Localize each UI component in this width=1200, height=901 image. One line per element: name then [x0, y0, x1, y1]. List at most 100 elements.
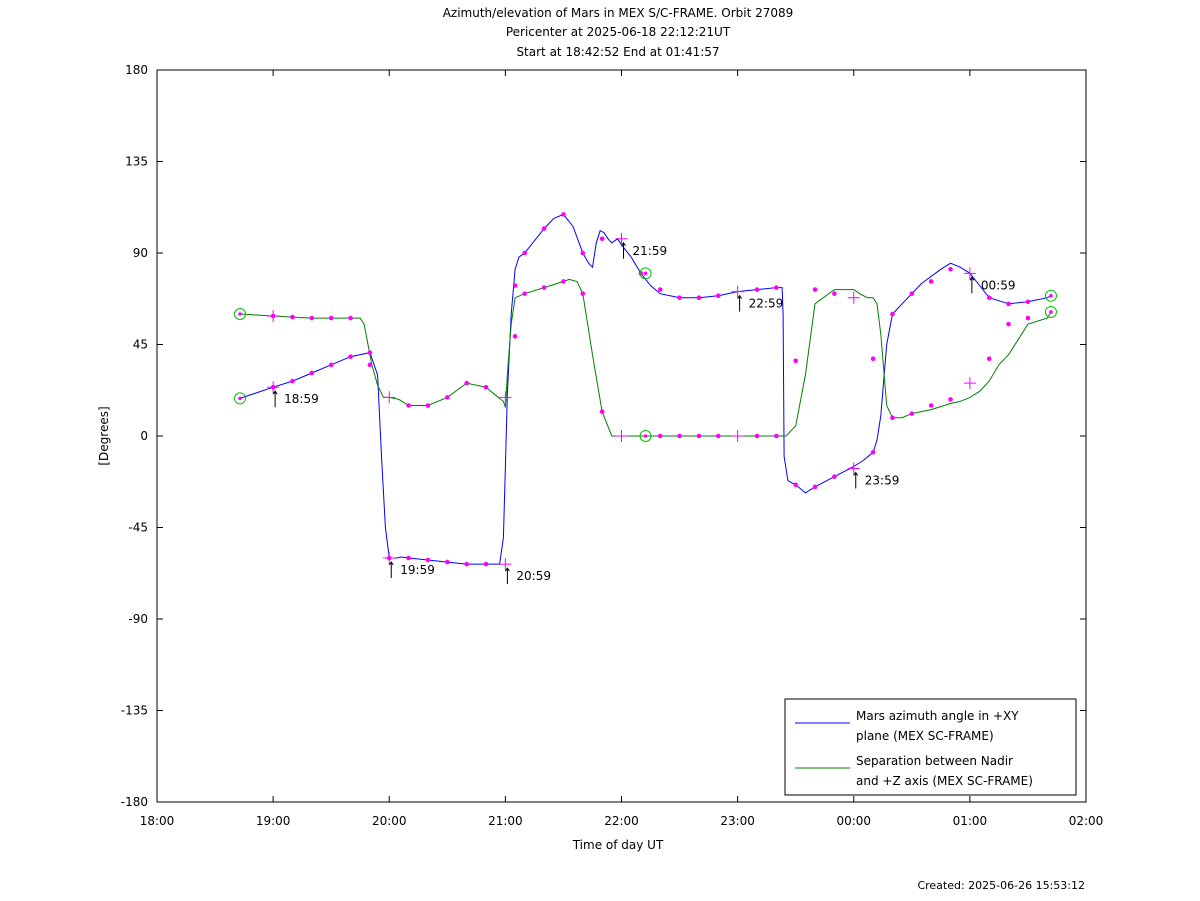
time-annotation-arrow-4	[737, 294, 743, 312]
plot-frame	[156, 69, 1087, 803]
hour-plus-marker-11	[731, 430, 744, 442]
chart-title: Azimuth/elevation of Mars in MEX S/C-FRA…	[443, 6, 794, 20]
x-tick-label-7: 01:00	[953, 814, 988, 828]
hour-dot-marker-8	[425, 557, 431, 563]
endpoint-center-dot-5	[1049, 310, 1053, 314]
hour-dot-marker-60	[812, 287, 818, 292]
hour-dot-marker-55	[696, 433, 702, 439]
hour-dot-marker-5	[367, 350, 373, 355]
hour-dot-marker-66	[948, 397, 953, 402]
hour-dot-marker-47	[512, 334, 518, 339]
hour-dot-marker-59	[793, 358, 798, 364]
hour-dot-marker-29	[890, 311, 895, 317]
hour-plus-marker-5	[847, 462, 860, 475]
hour-dot-marker-40	[348, 315, 353, 321]
y-tick-label-7: -135	[121, 704, 148, 718]
x-tick-label-0: 18:00	[140, 814, 175, 828]
x-tick-label-6: 00:00	[836, 814, 871, 828]
hour-dot-marker-11	[483, 561, 489, 567]
hour-dot-marker-3	[328, 362, 334, 368]
hour-dot-marker-12	[512, 283, 518, 288]
hour-dot-marker-17	[599, 236, 605, 242]
time-annotation-arrow-2	[504, 567, 510, 585]
time-annotation-6: 00:59	[981, 278, 1016, 292]
series-line-1	[239, 278, 1052, 437]
time-annotation-arrow-0	[272, 390, 278, 408]
endpoint-center-dot-3	[643, 434, 648, 438]
hour-dot-marker-42	[406, 403, 411, 408]
y-tick-label-5: -45	[128, 521, 148, 535]
hour-dot-marker-24	[774, 285, 779, 290]
endpoint-circle-marker-0	[234, 392, 247, 405]
time-annotation-arrow-3	[621, 241, 626, 259]
hour-dot-marker-65	[928, 403, 934, 408]
hour-plus-marker-8	[383, 391, 396, 404]
hour-dot-marker-31	[928, 279, 934, 284]
time-annotation-0: 18:59	[284, 392, 319, 406]
legend-box	[784, 698, 1077, 796]
hour-plus-marker-6	[963, 267, 976, 280]
hour-dot-marker-62	[870, 356, 876, 362]
hour-plus-marker-2	[499, 558, 512, 571]
endpoint-circle-marker-5	[1044, 305, 1057, 318]
hour-dot-marker-10	[464, 561, 469, 567]
hour-dot-marker-44	[445, 395, 450, 400]
hour-dot-marker-27	[832, 474, 837, 479]
created-timestamp: Created: 2025-06-26 15:53:12	[917, 879, 1085, 892]
hour-dot-marker-45	[464, 380, 469, 386]
hour-dot-marker-64	[909, 411, 915, 416]
hour-plus-marker-7	[267, 310, 280, 323]
hour-plus-marker-3	[615, 232, 628, 245]
hour-dot-marker-67	[986, 356, 992, 362]
hour-dot-marker-9	[445, 559, 450, 565]
hour-dot-marker-52	[599, 409, 605, 414]
series-line-0	[239, 213, 1052, 565]
legend-label-azimuth-line2: plane (MEX SC-FRAME)	[856, 729, 994, 743]
endpoint-circle-marker-4	[1044, 289, 1057, 302]
x-tick-label-8: 02:00	[1069, 814, 1104, 828]
hour-dot-marker-13	[522, 250, 528, 256]
endpoint-circle-marker-1	[234, 308, 247, 320]
hour-plus-marker-4	[731, 285, 744, 298]
legend-label-azimuth-line1: Mars azimuth angle in +XY	[856, 709, 1019, 723]
hour-dot-marker-18	[638, 271, 644, 276]
hour-dot-marker-50	[561, 279, 566, 284]
hour-dot-marker-21	[696, 295, 702, 301]
hour-dot-marker-53	[657, 433, 663, 439]
time-annotation-2: 20:59	[516, 569, 551, 583]
endpoint-circle-marker-2	[639, 267, 652, 280]
hour-dot-marker-54	[677, 433, 682, 439]
y-tick-label-2: 90	[133, 246, 148, 260]
hour-dot-marker-26	[812, 484, 818, 490]
x-axis-label: Time of day UT	[572, 838, 664, 852]
hour-dot-marker-4	[348, 354, 353, 360]
hour-dot-marker-23	[754, 287, 760, 292]
endpoint-circle-marker-3	[639, 430, 652, 442]
hour-dot-marker-69	[1025, 315, 1031, 321]
x-tick-label-5: 23:00	[720, 814, 755, 828]
hour-dot-marker-61	[832, 291, 837, 296]
hour-plus-marker-12	[847, 291, 860, 304]
time-annotation-arrow-5	[853, 471, 859, 489]
endpoint-center-dot-4	[1049, 293, 1053, 298]
endpoint-center-dot-1	[238, 312, 242, 316]
hour-dot-marker-49	[541, 285, 547, 290]
hour-dot-marker-34	[1006, 301, 1011, 307]
y-tick-label-4: 0	[140, 429, 148, 443]
hour-dot-marker-1	[290, 378, 295, 384]
hour-plus-marker-0	[267, 381, 280, 394]
hour-dot-marker-57	[754, 433, 760, 439]
hour-dot-marker-28	[870, 449, 876, 455]
x-tick-label-4: 22:00	[604, 814, 639, 828]
hour-plus-marker-1	[383, 552, 396, 564]
hour-dot-marker-68	[1006, 321, 1011, 327]
hour-dot-marker-19	[657, 287, 663, 292]
time-annotation-5: 23:59	[865, 474, 900, 488]
hour-dot-marker-2	[309, 370, 315, 376]
hour-dot-marker-16	[580, 250, 586, 256]
x-tick-label-1: 19:00	[256, 814, 291, 828]
legend-label-separation-line2: and +Z axis (MEX SC-FRAME)	[856, 774, 1033, 788]
hour-dot-marker-20	[677, 295, 682, 301]
hour-dot-marker-46	[483, 384, 489, 390]
